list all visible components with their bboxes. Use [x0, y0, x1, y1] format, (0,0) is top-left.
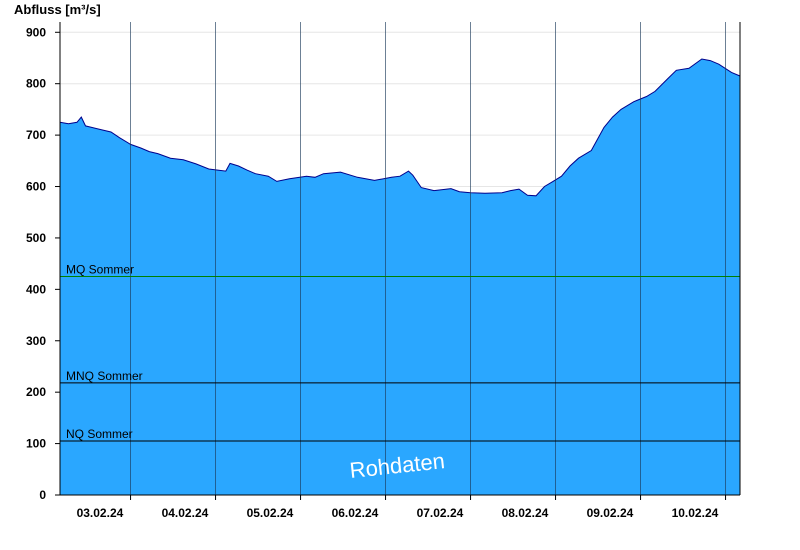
- reference-line-label: NQ Sommer: [66, 427, 133, 441]
- x-tick-label: 09.02.24: [587, 506, 634, 520]
- y-tick-label: 400: [26, 282, 46, 296]
- series-area: [60, 59, 740, 495]
- discharge-area: [59, 58, 741, 495]
- x-tick-label: 04.02.24: [162, 506, 209, 520]
- axes: [59, 22, 741, 496]
- y-tick-label: 800: [26, 77, 46, 91]
- y-tick-label: 700: [26, 128, 46, 142]
- x-tick-label: 08.02.24: [502, 506, 549, 520]
- y-tick-label: 300: [26, 334, 46, 348]
- x-tick-label: 06.02.24: [332, 506, 379, 520]
- y-tick-label: 200: [26, 385, 46, 399]
- x-tick-label: 05.02.24: [247, 506, 294, 520]
- reference-line-label: MQ Sommer: [66, 262, 134, 276]
- day-separators: [130, 22, 726, 495]
- reference-lines: MQ Sommer MNQ Sommer NQ Sommer: [60, 262, 740, 442]
- y-tick-label: 100: [26, 437, 46, 451]
- x-axis-ticks: 03.02.24 04.02.24 05.02.24 06.02.24 07.02.24…: [77, 495, 727, 520]
- x-tick-label: 03.02.24: [77, 506, 124, 520]
- y-tick-label: 0: [39, 488, 46, 502]
- x-tick-label: 10.02.24: [672, 506, 719, 520]
- series-line: [59, 58, 741, 197]
- y-tick-label: 900: [26, 25, 46, 39]
- y-axis-ticks: 0 100 200 300 400 500 600 700 800 900: [26, 25, 60, 502]
- reference-line-label: MNQ Sommer: [66, 369, 143, 383]
- y-tick-label: 600: [26, 180, 46, 194]
- y-axis-label: Abfluss [m³/s]: [14, 2, 101, 17]
- x-tick-label: 07.02.24: [417, 506, 464, 520]
- y-tick-label: 500: [26, 231, 46, 245]
